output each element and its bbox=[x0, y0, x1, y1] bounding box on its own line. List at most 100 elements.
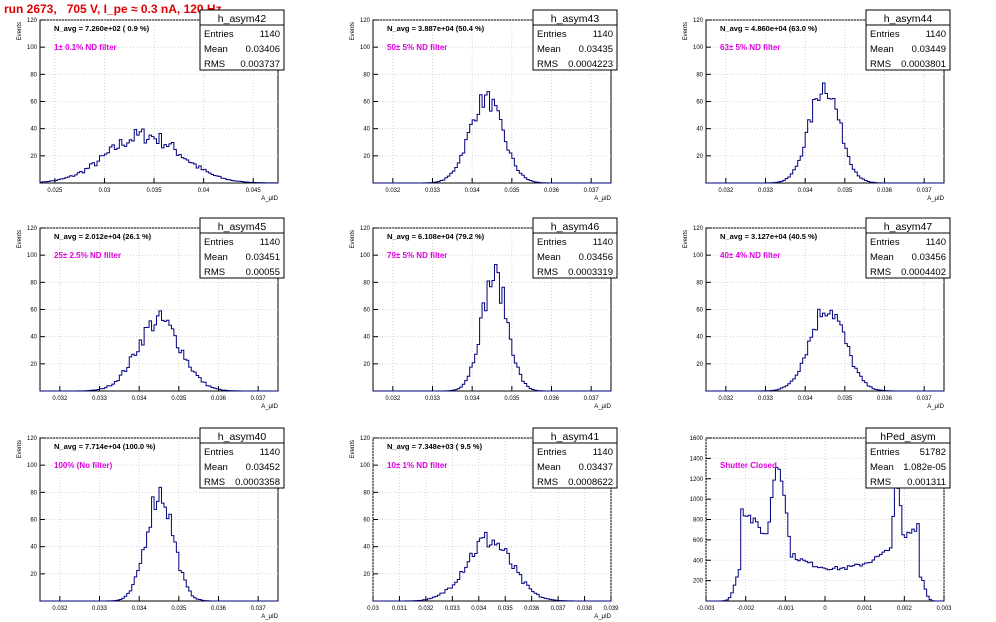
stats-entries-label: Entries bbox=[537, 447, 567, 458]
x-tick-label: 0.034 bbox=[465, 396, 481, 402]
x-tick-label: 0.002 bbox=[897, 606, 913, 612]
histogram-panel-h_asym42: 0.025 0.03 0.035 0.04 0.045 20 40 60 80 100 120 Eve… bbox=[17, 9, 285, 202]
histogram-panel-h_asym47: 0.032 0.033 0.034 0.035 0.036 0.037 20 40 60 80 10… bbox=[683, 217, 951, 410]
y-tick-label: 400 bbox=[693, 558, 704, 564]
x-tick-label: 0.032 bbox=[718, 396, 734, 402]
x-tick-label: 0.037 bbox=[251, 606, 267, 612]
y-tick-label: 60 bbox=[363, 518, 370, 524]
x-tick-label: 0.032 bbox=[718, 188, 734, 194]
stats-entries-value: 1140 bbox=[926, 29, 946, 40]
y-tick-label: 20 bbox=[696, 154, 703, 160]
y-tick-label: 80 bbox=[30, 490, 37, 496]
navg-label: N_avg = 3.887e+04 (50.4 %) bbox=[387, 24, 485, 33]
x-tick-label: 0.036 bbox=[544, 188, 560, 194]
x-axis-label: A_μID bbox=[261, 404, 278, 410]
stats-entries-label: Entries bbox=[870, 29, 900, 40]
x-axis-label: A_μID bbox=[927, 404, 944, 410]
navg-label: N_avg = 7.348e+03 ( 9.5 %) bbox=[387, 442, 483, 451]
navg-label: N_avg = 3.127e+04 (40.5 %) bbox=[720, 232, 818, 241]
histogram-name: hPed_asym bbox=[880, 431, 936, 443]
histogram-line bbox=[40, 310, 278, 392]
stats-box bbox=[532, 427, 618, 489]
stats-rms-value: 0.00055 bbox=[246, 267, 280, 278]
y-tick-label: 100 bbox=[27, 45, 38, 51]
stats-mean-label: Mean bbox=[204, 44, 228, 55]
y-tick-label: 1400 bbox=[690, 456, 704, 462]
x-tick-label: 0.034 bbox=[471, 606, 487, 612]
y-tick-label: 40 bbox=[363, 127, 370, 133]
stats-rms-label: RMS bbox=[204, 267, 225, 278]
y-tick-label: 40 bbox=[30, 335, 37, 341]
y-tick-label: 60 bbox=[363, 308, 370, 314]
stats-mean-label: Mean bbox=[870, 44, 894, 55]
histogram-panel-h_asym46: 0.032 0.033 0.034 0.035 0.036 0.037 20 40 60 80 10… bbox=[350, 217, 618, 410]
x-tick-label: 0.045 bbox=[246, 188, 262, 194]
y-tick-label: 120 bbox=[693, 226, 704, 232]
histogram-panel-h_asym41: 0.03 0.031 0.032 0.033 0.034 0.035 0.036 0.037 0… bbox=[350, 427, 619, 620]
x-tick-label: 0.04 bbox=[198, 188, 210, 194]
navg-label: N_avg = 7.714e+04 (100.0 %) bbox=[54, 442, 156, 451]
navg-label: N_avg = 4.860e+04 (63.0 %) bbox=[720, 24, 818, 33]
y-tick-label: 40 bbox=[696, 335, 703, 341]
y-axis-label: Events bbox=[683, 230, 689, 248]
y-axis-label: Events bbox=[17, 22, 23, 40]
x-tick-label: -0.003 bbox=[697, 606, 715, 612]
y-tick-label: 80 bbox=[30, 72, 37, 78]
filter-annotation: 25± 2.5% ND filter bbox=[54, 251, 121, 260]
x-tick-label: 0.032 bbox=[385, 396, 401, 402]
y-tick-label: 80 bbox=[363, 490, 370, 496]
stats-rms-label: RMS bbox=[870, 59, 891, 70]
histogram-name: h_asym40 bbox=[218, 431, 267, 443]
y-tick-label: 80 bbox=[363, 72, 370, 78]
x-tick-label: 0.033 bbox=[758, 396, 774, 402]
x-tick-label: 0.025 bbox=[47, 188, 63, 194]
y-tick-label: 120 bbox=[27, 18, 38, 24]
x-tick-label: 0.03 bbox=[99, 188, 111, 194]
stats-entries-label: Entries bbox=[204, 237, 234, 248]
navg-label: N_avg = 2.012e+04 (26.1 %) bbox=[54, 232, 152, 241]
y-tick-label: 120 bbox=[360, 436, 371, 442]
x-tick-label: 0.033 bbox=[445, 606, 461, 612]
filter-annotation: 63± 5% ND filter bbox=[720, 43, 780, 52]
y-tick-label: 80 bbox=[363, 280, 370, 286]
x-tick-label: 0.036 bbox=[544, 396, 560, 402]
y-tick-label: 100 bbox=[27, 253, 38, 259]
stats-rms-label: RMS bbox=[537, 59, 558, 70]
x-tick-label: 0.032 bbox=[52, 606, 68, 612]
x-tick-label: 0.038 bbox=[577, 606, 593, 612]
y-tick-label: 1000 bbox=[690, 497, 704, 503]
x-axis-label: A_μID bbox=[594, 404, 611, 410]
stats-rms-label: RMS bbox=[870, 267, 891, 278]
x-axis-label: A_μID bbox=[927, 196, 944, 202]
stats-rms-value: 0.001311 bbox=[907, 477, 946, 488]
y-tick-label: 20 bbox=[363, 572, 370, 578]
histogram-line bbox=[373, 91, 611, 184]
x-tick-label: 0.032 bbox=[385, 188, 401, 194]
y-tick-label: 100 bbox=[360, 45, 371, 51]
stats-entries-value: 1140 bbox=[260, 447, 280, 458]
stats-mean-label: Mean bbox=[870, 252, 894, 263]
x-tick-label: 0.035 bbox=[171, 396, 187, 402]
y-axis-label: Events bbox=[350, 22, 356, 40]
x-tick-label: 0.035 bbox=[498, 606, 514, 612]
filter-annotation: 50± 5% ND filter bbox=[387, 43, 447, 52]
y-axis-label: Events bbox=[350, 440, 356, 458]
stats-rms-value: 0.0003801 bbox=[901, 59, 946, 70]
y-tick-label: 20 bbox=[363, 362, 370, 368]
stats-rms-value: 0.003737 bbox=[240, 59, 280, 70]
x-axis-label: A_μID bbox=[261, 196, 278, 202]
stats-mean-label: Mean bbox=[537, 462, 561, 473]
x-tick-label: 0 bbox=[823, 606, 827, 612]
stats-box bbox=[199, 427, 285, 489]
filter-annotation: 10± 1% ND filter bbox=[387, 461, 447, 470]
x-tick-label: 0.036 bbox=[211, 396, 227, 402]
x-tick-label: 0.001 bbox=[857, 606, 873, 612]
navg-label: N_avg = 6.108e+04 (79.2 %) bbox=[387, 232, 485, 241]
x-tick-label: 0.034 bbox=[465, 188, 481, 194]
stats-mean-value: 0.03456 bbox=[912, 252, 946, 263]
stats-mean-label: Mean bbox=[537, 252, 561, 263]
y-tick-label: 800 bbox=[693, 518, 704, 524]
x-tick-label: 0.032 bbox=[52, 396, 68, 402]
x-tick-label: 0.034 bbox=[132, 606, 148, 612]
